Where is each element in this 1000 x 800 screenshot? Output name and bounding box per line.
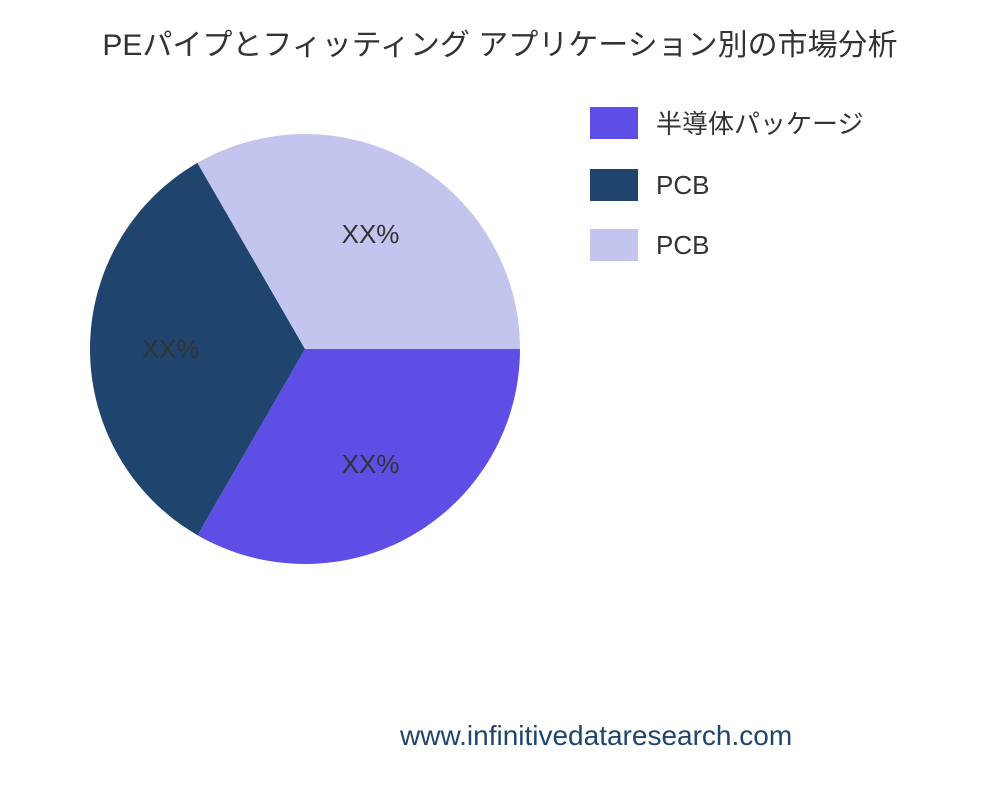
chart-container: PEパイプとフィッティング アプリケーション別の市場分析 半導体パッケージ PCB… (0, 0, 1000, 800)
legend-swatch (590, 107, 638, 139)
slice-value-label: XX% (142, 334, 200, 365)
slice-value-label: XX% (342, 219, 400, 250)
footer-url: www.infinitivedataresearch.com (400, 720, 792, 752)
legend-swatch (590, 169, 638, 201)
legend-item: PCB (590, 229, 863, 261)
legend-item: 半導体パッケージ (590, 104, 863, 141)
legend-label: PCB (656, 170, 709, 201)
legend-swatch (590, 229, 638, 261)
chart-area: 半導体パッケージ PCB PCB XX% XX% XX% (20, 64, 980, 684)
legend-label: 半導体パッケージ (656, 104, 863, 141)
slice-value-label: XX% (342, 449, 400, 480)
legend-item: PCB (590, 169, 863, 201)
chart-title: PEパイプとフィッティング アプリケーション別の市場分析 (20, 20, 980, 64)
legend: 半導体パッケージ PCB PCB (590, 104, 863, 289)
legend-label: PCB (656, 230, 709, 261)
